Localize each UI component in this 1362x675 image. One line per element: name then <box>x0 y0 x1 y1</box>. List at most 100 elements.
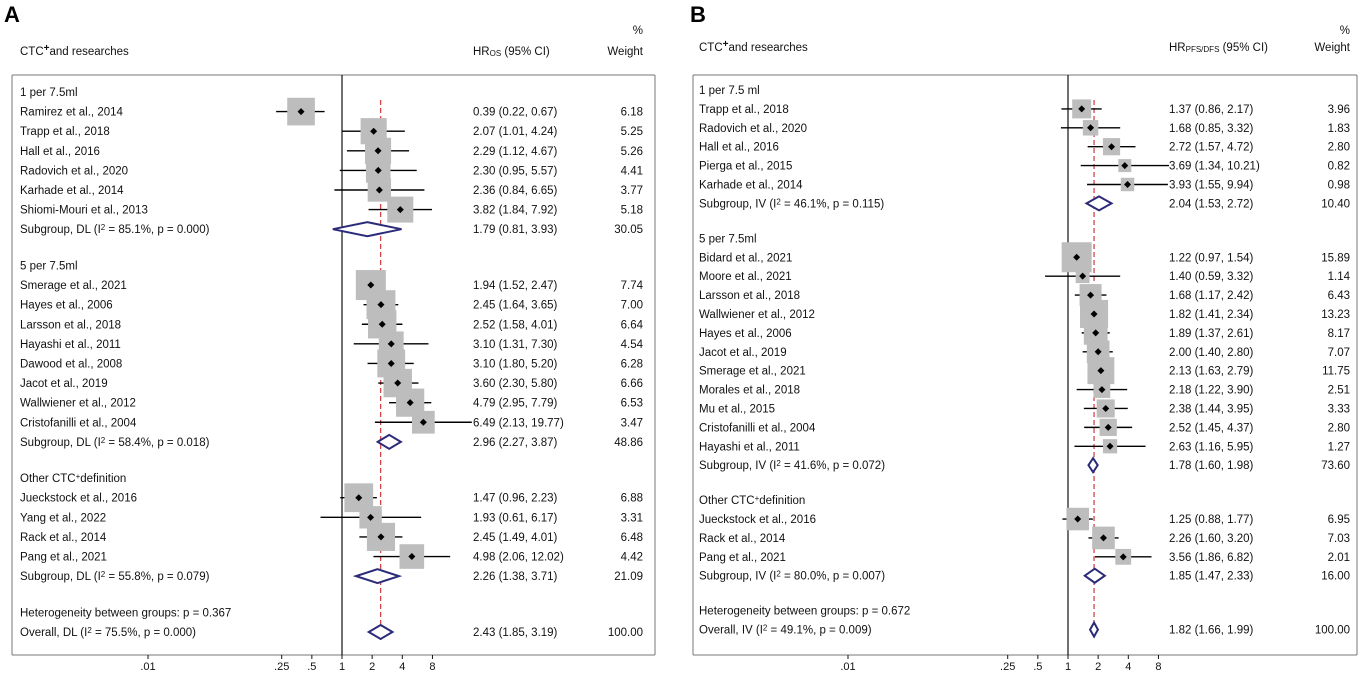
weight-value: 7.00 <box>621 300 643 312</box>
point-estimate <box>377 301 385 309</box>
point-estimate <box>1087 124 1095 132</box>
point-estimate <box>1078 105 1086 113</box>
weight-column-header: Weight <box>1314 42 1350 54</box>
subgroup-diamond <box>375 433 403 451</box>
point-estimate <box>297 108 305 116</box>
hr-ci-value: 2.07 (1.01, 4.24) <box>473 126 558 138</box>
weight-value: 3.96 <box>1328 104 1350 116</box>
weight-value: 7.07 <box>1328 347 1350 359</box>
study-label: Smerage et al., 2021 <box>699 366 806 378</box>
subgroup-diamond <box>1084 195 1114 212</box>
subgroup-hr-ci: 1.85 (1.47, 2.33) <box>1169 571 1254 583</box>
hr-ci-value: 1.40 (0.59, 3.32) <box>1169 271 1254 283</box>
weight-value: 2.80 <box>1328 142 1350 154</box>
weight-value: 3.33 <box>1328 403 1350 415</box>
overall-diamond <box>1088 620 1100 639</box>
point-estimate <box>367 281 375 289</box>
study-column-header: CTC+and researches <box>20 43 129 58</box>
point-estimate <box>374 147 382 155</box>
weight-value: 6.95 <box>1328 514 1350 526</box>
hr-ci-value: 2.52 (1.45, 4.37) <box>1169 422 1254 434</box>
subgroup-weight: 21.09 <box>614 571 643 583</box>
x-tick-label: .5 <box>307 661 316 673</box>
weight-value: 4.41 <box>621 165 643 177</box>
hr-ci-value: 2.30 (0.95, 5.57) <box>473 165 558 177</box>
weight-value: 15.89 <box>1321 252 1350 264</box>
hr-ci-value: 3.69 (1.34, 10.21) <box>1169 161 1260 173</box>
subgroup-hr-ci: 2.26 (1.38, 3.71) <box>473 571 558 583</box>
weight-value: 5.25 <box>621 126 643 138</box>
weight-value: 6.43 <box>1328 290 1350 302</box>
study-label: Karhade et al., 2014 <box>699 180 803 192</box>
hr-ci-value: 1.93 (0.61, 6.17) <box>473 512 558 524</box>
heterogeneity-text: Heterogeneity between groups: p = 0.367 <box>20 607 231 619</box>
study-label: Radovich et al., 2020 <box>699 123 807 135</box>
point-estimate <box>396 206 404 214</box>
study-label: Moore et al., 2021 <box>699 271 792 283</box>
overall-weight: 100.00 <box>1315 625 1350 637</box>
overall-hr-ci: 1.82 (1.66, 1.99) <box>1169 625 1254 637</box>
weight-value: 2.01 <box>1328 552 1350 564</box>
study-label: Trapp et al., 2018 <box>699 104 789 116</box>
x-tick-label: 2 <box>1095 661 1101 673</box>
hr-ci-value: 3.56 (1.86, 6.82) <box>1169 552 1254 564</box>
hr-ci-value: 2.45 (1.49, 4.01) <box>473 532 558 544</box>
weight-column-header: Weight <box>607 46 643 58</box>
weight-value: 3.77 <box>621 185 643 197</box>
point-estimate <box>355 494 363 502</box>
subgroup-weight: 30.05 <box>614 224 643 236</box>
study-label: Trapp et al., 2018 <box>20 126 110 138</box>
hr-ci-value: 2.72 (1.57, 4.72) <box>1169 142 1254 154</box>
point-estimate <box>1092 329 1100 337</box>
group-heading: 5 per 7.5ml <box>20 260 78 272</box>
point-estimate <box>1094 348 1102 356</box>
study-label: Hall et al., 2016 <box>20 146 100 158</box>
hr-ci-value: 1.94 (1.52, 2.47) <box>473 280 558 292</box>
hr-ci-value: 2.29 (1.12, 4.67) <box>473 146 558 158</box>
study-column-header: CTC+and researches <box>699 39 808 54</box>
study-label: Rack et al., 2014 <box>20 532 107 544</box>
subgroup-label: Subgroup, DL (I2 = 58.4%, p = 0.018) <box>20 436 210 449</box>
weight-value: 1.14 <box>1328 271 1351 283</box>
subgroup-label: Subgroup, IV (I2 = 41.6%, p = 0.072) <box>699 459 885 472</box>
weight-value: 6.53 <box>621 398 643 410</box>
study-label: Morales et al., 2018 <box>699 385 800 397</box>
point-estimate <box>387 359 395 367</box>
hr-ci-value: 0.39 (0.22, 0.67) <box>473 107 558 119</box>
study-label: Larsson et al., 2018 <box>20 319 121 331</box>
study-label: Pang et al., 2021 <box>699 552 786 564</box>
point-estimate <box>1119 553 1127 561</box>
weight-value: 11.75 <box>1322 366 1350 378</box>
subgroup-hr-ci: 1.78 (1.60, 1.98) <box>1169 460 1254 472</box>
hr-ci-value: 3.82 (1.84, 7.92) <box>473 205 558 217</box>
group-heading: Other CTC+definition <box>699 494 805 507</box>
point-estimate <box>1108 143 1116 151</box>
weight-value: 6.28 <box>621 358 643 370</box>
weight-value: 4.54 <box>621 339 644 351</box>
study-label: Mu et al., 2015 <box>699 403 775 415</box>
hr-ci-value: 3.10 (1.80, 5.20) <box>473 358 558 370</box>
hr-ci-value: 2.36 (0.84, 6.65) <box>473 185 558 197</box>
x-tick-label: .01 <box>140 661 155 673</box>
study-label: Hayashi et al., 2011 <box>20 339 121 351</box>
subgroup-diamond <box>1083 567 1107 584</box>
hr-ci-value: 1.68 (0.85, 3.32) <box>1169 123 1254 135</box>
study-label: Yang et al., 2022 <box>20 512 106 524</box>
point-estimate <box>1102 404 1110 412</box>
subgroup-label: Subgroup, IV (I2 = 80.0%, p = 0.007) <box>699 570 885 583</box>
study-label: Hayes et al., 2006 <box>20 300 113 312</box>
study-label: Jueckstock et al., 2016 <box>699 514 816 526</box>
hr-ci-value: 1.89 (1.37, 2.61) <box>1169 328 1254 340</box>
hr-ci-value: 1.25 (0.88, 1.77) <box>1169 514 1254 526</box>
hr-ci-value: 2.13 (1.63, 2.79) <box>1169 366 1254 378</box>
hr-ci-value: 1.22 (0.97, 1.54) <box>1169 252 1254 264</box>
hr-ci-value: 2.26 (1.60, 3.20) <box>1169 533 1254 545</box>
point-estimate <box>1104 423 1112 431</box>
subgroup-label: Subgroup, DL (I2 = 85.1%, p = 0.000) <box>20 223 210 236</box>
panel-letter-A: A <box>4 2 20 27</box>
overall-hr-ci: 2.43 (1.85, 3.19) <box>473 627 558 639</box>
x-tick-label: .25 <box>274 661 289 673</box>
hr-ci-value: 1.47 (0.96, 2.23) <box>473 493 558 505</box>
point-estimate <box>1087 291 1095 299</box>
